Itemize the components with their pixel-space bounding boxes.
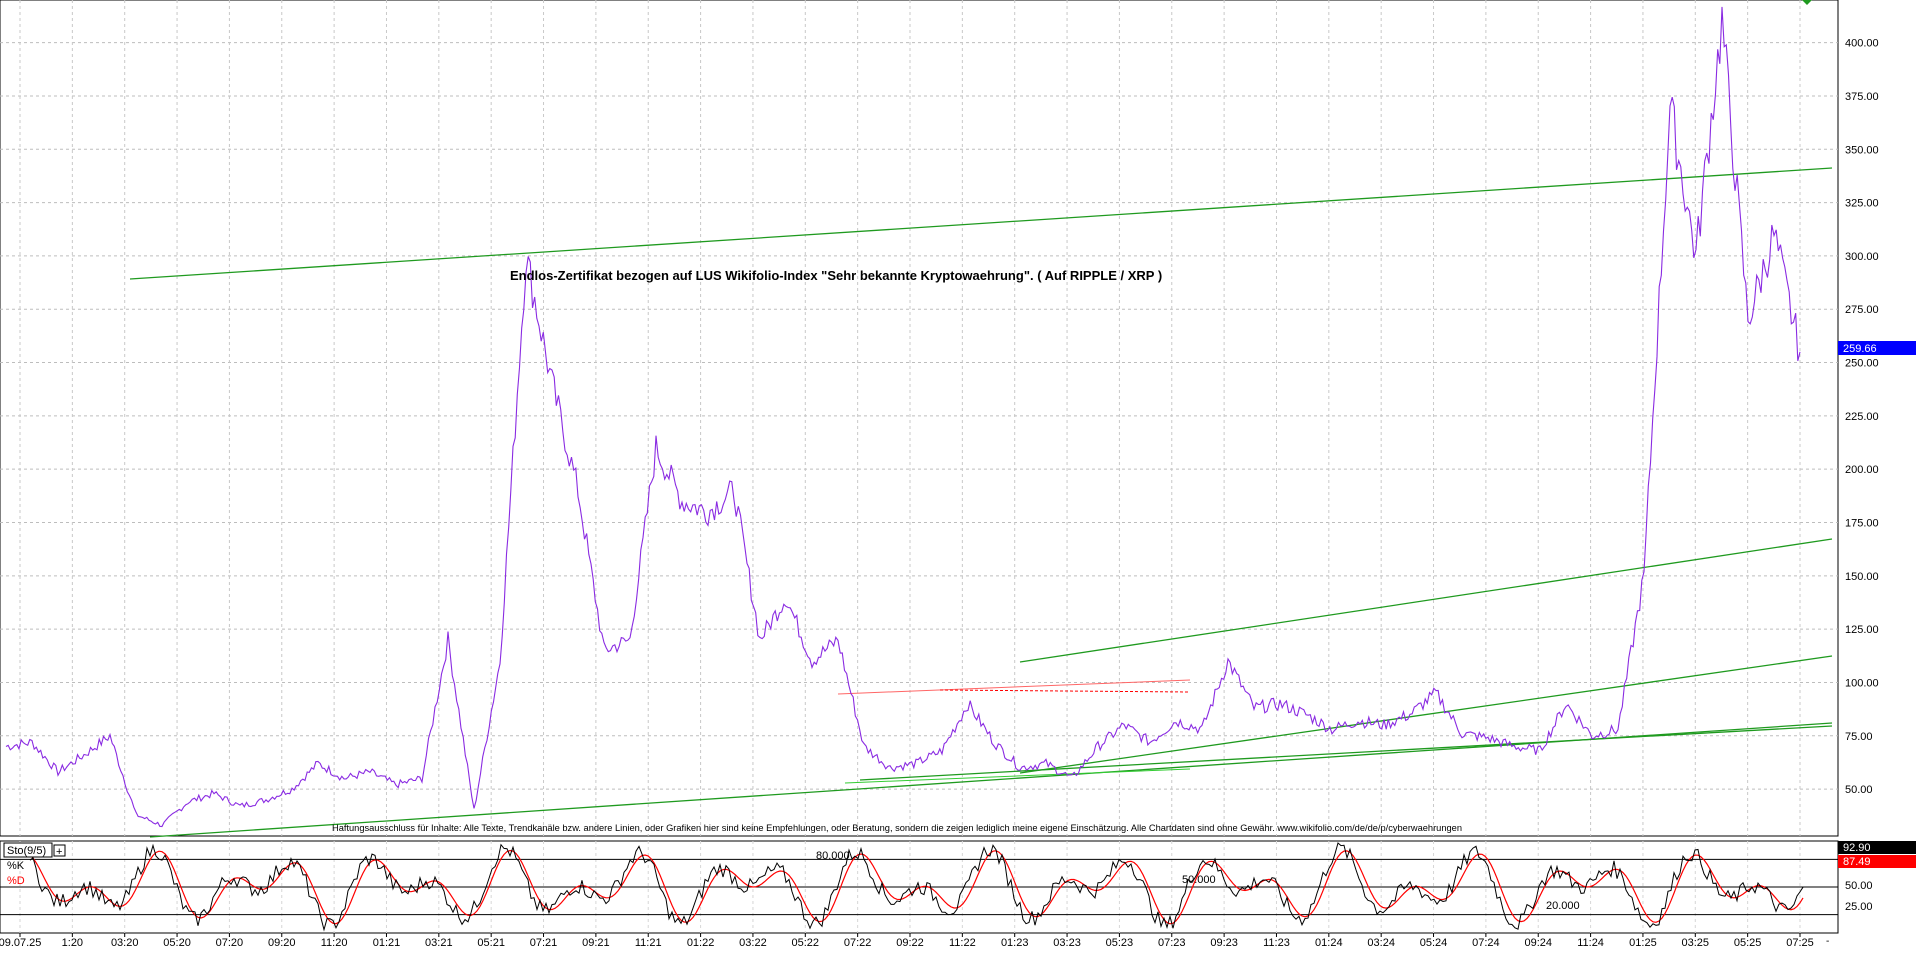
d-legend: %D [7, 875, 25, 887]
x-tick-label: 05:22 [792, 937, 820, 948]
x-tick-label: 11:22 [949, 937, 976, 948]
x-tick-label: 05:20 [163, 937, 191, 948]
x-tick-label: 05:25 [1734, 937, 1762, 948]
x-tick-label: 03:22 [739, 937, 767, 948]
x-tick-label: 01:24 [1315, 937, 1343, 948]
y-tick-label: 350.00 [1845, 144, 1879, 156]
y-tick-label: 75.00 [1845, 731, 1873, 743]
y-tick-label: 100.00 [1845, 677, 1879, 689]
y-tick-label: 50.00 [1845, 784, 1873, 796]
x-tick-label: 01:23 [1001, 937, 1029, 948]
y-tick-label: 175.00 [1845, 518, 1879, 530]
osc-tick-50: 50.00 [1845, 880, 1873, 892]
scroll-left-icon[interactable]: - [1826, 936, 1829, 947]
disclaimer-text: Haftungsausschluss für Inhalte: Alle Tex… [332, 823, 1462, 833]
d-value-label: 87.49 [1843, 856, 1871, 868]
x-tick-label: 03:25 [1682, 937, 1710, 948]
level-80-label: 80.000 [816, 850, 850, 862]
x-tick-label: 03:24 [1367, 937, 1395, 948]
x-tick-label: 07:22 [844, 937, 872, 948]
red-dashed-line [939, 689, 1191, 693]
k-value-label: 92.90 [1843, 842, 1871, 854]
mid-channel-line [1019, 538, 1833, 663]
last-value-badge [1838, 341, 1916, 355]
x-tick-label: 11:24 [1577, 937, 1604, 948]
x-tick-label: 07:20 [216, 937, 244, 948]
x-tick-label: 05:21 [477, 937, 505, 948]
chart-title: Endlos-Zertifikat bezogen auf LUS Wikifo… [510, 268, 1162, 283]
y-tick-label: 200.00 [1845, 464, 1879, 476]
x-tick-label: 01:25 [1629, 937, 1657, 948]
y-tick-label: 275.00 [1845, 304, 1879, 316]
upper-channel-line [129, 167, 1833, 280]
x-tick-label: 07:21 [530, 937, 558, 948]
x-tick-label: 03:21 [425, 937, 453, 948]
oscillator-label-box [3, 842, 53, 858]
level-20-label: 20.000 [1546, 900, 1580, 912]
oscillator-series [29, 842, 1804, 932]
support-line-1 [1019, 655, 1833, 774]
d-value-badge [1838, 855, 1916, 868]
x-tick-label: 11:21 [635, 937, 662, 948]
y-tick-label: 150.00 [1845, 571, 1879, 583]
x-tick-label: 09:23 [1210, 937, 1238, 948]
trend-lines [129, 167, 1833, 838]
x-tick-label: 01:21 [373, 937, 401, 948]
plus-icon: + [56, 846, 62, 858]
x-tick-label: 01:22 [687, 937, 715, 948]
y-tick-label: 300.00 [1845, 251, 1879, 263]
add-indicator-button[interactable] [53, 844, 66, 857]
oscillator-title: Sto(9/5) [7, 845, 46, 857]
marker-icon [1802, 0, 1812, 5]
x-tick-label: 05:23 [1106, 937, 1134, 948]
x-tick-label: 03:20 [111, 937, 139, 948]
price-series [5, 6, 1801, 828]
k-legend: %K [7, 860, 25, 872]
x-tick-label: 07:23 [1158, 937, 1186, 948]
main-y-axis: 400.00 375.00 350.00 325.00 300.00 275.00 250.… [1845, 38, 1879, 796]
stoch-d-line [29, 849, 1804, 925]
x-tick-label: 09:21 [582, 937, 610, 948]
x-tick-label: 1:20 [62, 937, 83, 948]
y-tick-label: 325.00 [1845, 198, 1879, 210]
y-tick-label: 125.00 [1845, 624, 1879, 636]
x-tick-label: 09.07.25 [0, 937, 41, 948]
x-tick-label: 11:20 [321, 937, 348, 948]
y-tick-label: 225.00 [1845, 411, 1879, 423]
x-tick-label: 09:20 [268, 937, 296, 948]
k-value-badge [1838, 841, 1916, 854]
x-tick-label: 09:24 [1524, 937, 1552, 948]
stoch-k-line [29, 842, 1804, 932]
main-plot-area [0, 0, 1839, 837]
y-tick-label: 250.00 [1845, 358, 1879, 370]
level-50-label: 50.000 [1182, 874, 1216, 886]
support-line-2 [859, 725, 1833, 781]
main-grid [0, 0, 1838, 836]
x-tick-label: 07:24 [1472, 937, 1500, 948]
osc-tick-25: 25.00 [1845, 901, 1873, 913]
x-tick-label: 05:24 [1420, 937, 1448, 948]
short-support-line [844, 768, 1191, 784]
x-tick-label: 09:22 [896, 937, 924, 948]
y-tick-label: 375.00 [1845, 91, 1879, 103]
x-axis: 09.07.25 1:20 03:20 05:20 07:20 09:20 11:20 01:… [0, 933, 1814, 949]
x-tick-label: 03:23 [1053, 937, 1081, 948]
price-line [5, 6, 1801, 828]
y-tick-label: 400.00 [1845, 38, 1879, 50]
red-resistance-line [837, 679, 1191, 695]
x-tick-label: 07:25 [1786, 937, 1814, 948]
x-tick-label: 11:23 [1263, 937, 1290, 948]
last-value-label: 259.66 [1843, 343, 1877, 355]
